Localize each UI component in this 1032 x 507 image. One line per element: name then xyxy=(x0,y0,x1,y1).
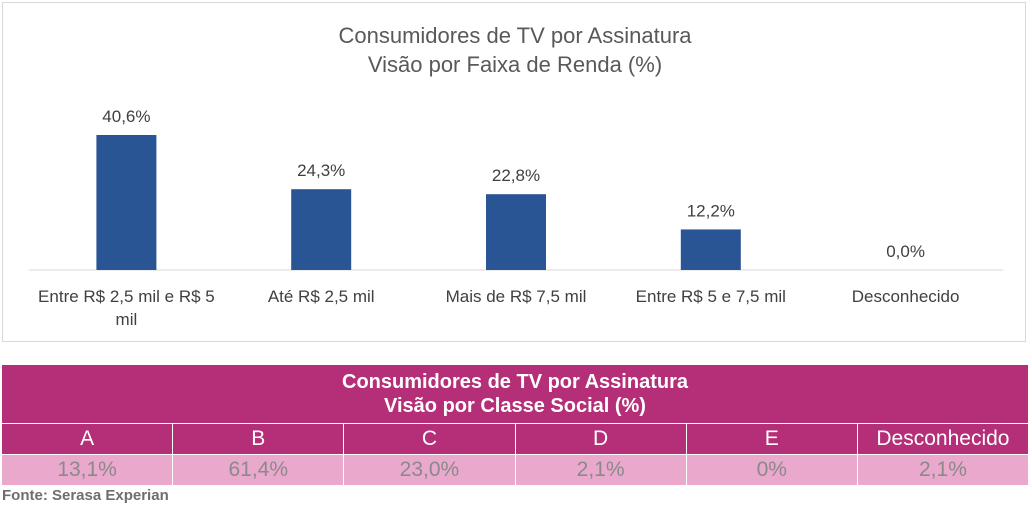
value-cell-unknown: 2,1% xyxy=(919,458,967,481)
category-label-2: Até R$ 2,5 mil xyxy=(268,287,375,306)
table-title: Consumidores de TV por Assinatura Visão … xyxy=(2,365,1028,423)
value-cell-c: 23,0% xyxy=(344,455,516,485)
header-cell-e: E xyxy=(687,424,858,454)
data-label-4: 12,2% xyxy=(687,201,735,220)
header-cell-unknown: Desconhecido xyxy=(876,427,1010,450)
table-header-row: A B C D E Desconhecido xyxy=(2,423,1028,454)
data-label-5: 0,0% xyxy=(886,242,925,261)
income-chart-panel: Consumidores de TV por Assinatura Visão … xyxy=(2,2,1026,342)
value-cell-d: 2,1% xyxy=(516,455,687,485)
category-label-1: Entre R$ 2,5 mil e R$ 5 mil xyxy=(38,287,215,329)
header-cell-b: B xyxy=(173,424,345,454)
table-title-line1: Consumidores de TV por Assinatura xyxy=(342,371,688,393)
category-label-3: Mais de R$ 7,5 mil xyxy=(446,287,587,306)
data-label-2: 24,3% xyxy=(297,161,345,180)
header-cell-a: A xyxy=(2,424,174,454)
bar-3 xyxy=(486,194,546,270)
chart-title-line1: Consumidores de TV por Assinatura xyxy=(338,23,692,48)
source-note: Fonte: Serasa Experian xyxy=(2,487,169,504)
data-label-3: 22,8% xyxy=(492,166,540,185)
value-cell-e: 0% xyxy=(687,455,858,485)
chart-title: Consumidores de TV por Assinatura Visão … xyxy=(3,21,1027,79)
bar-4 xyxy=(680,229,741,270)
value-cell-b: 61,4% xyxy=(173,455,345,485)
data-label-1: 40,6% xyxy=(102,107,150,126)
bar-1 xyxy=(96,135,157,270)
chart-subtitle: Visão por Faixa de Renda (%) xyxy=(367,52,663,77)
value-cell-a: 13,1% xyxy=(2,455,174,485)
bar-chart: 40,6% Entre R$ 2,5 mil e R$ 5 mil 24,3% Até … xyxy=(29,107,1003,329)
category-label-5: Desconhecido xyxy=(852,287,960,306)
header-cell-c: C xyxy=(344,424,516,454)
social-class-table: Consumidores de TV por Assinatura Visão … xyxy=(2,365,1028,485)
header-cell-d: D xyxy=(516,424,687,454)
category-label-4: Entre R$ 5 e 7,5 mil xyxy=(636,287,786,306)
table-value-row: 13,1% 61,4% 23,0% 2,1% 0% 2,1% xyxy=(2,454,1028,485)
table-title-line2: Visão por Classe Social (%) xyxy=(384,395,646,417)
bar-2 xyxy=(291,189,352,270)
